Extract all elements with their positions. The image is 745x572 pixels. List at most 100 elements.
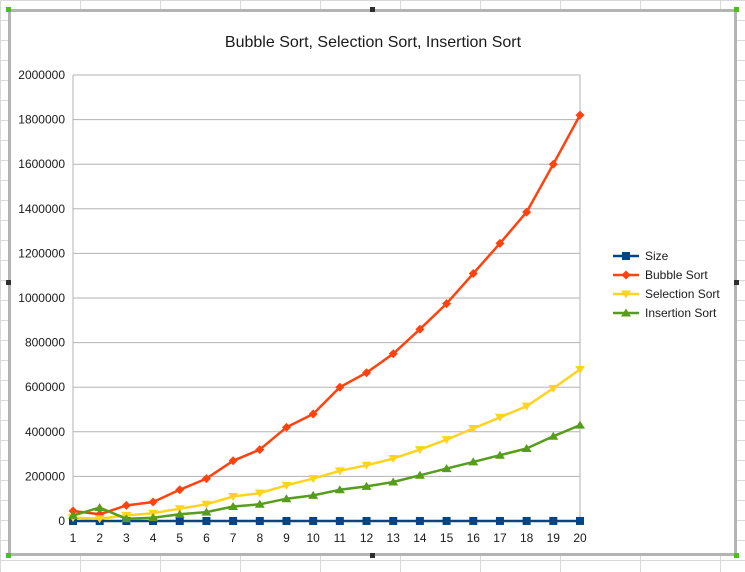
- data-point-size: [549, 516, 558, 525]
- data-point-insertion-sort: [254, 499, 265, 508]
- data-point-bubble-sort: [522, 207, 532, 217]
- x-tick-label: 11: [334, 531, 347, 545]
- data-point-insertion-sort: [441, 464, 452, 473]
- data-point-selection-sort: [575, 365, 585, 374]
- series-lines: [68, 110, 585, 525]
- data-point-bubble-sort: [308, 409, 318, 419]
- axes: 0 200000 400000 600000 800000 1000000 1200000 1…: [18, 68, 587, 545]
- data-point-insertion-sort: [548, 431, 559, 440]
- data-point-selection-sort: [548, 384, 559, 393]
- data-point-bubble-sort: [548, 159, 558, 169]
- x-tick-label: 2: [96, 531, 103, 545]
- data-point-size: [442, 516, 451, 525]
- x-tick-label: 12: [360, 531, 374, 545]
- resize-handle-bottom[interactable]: [370, 553, 375, 558]
- x-tick-label: 1: [70, 531, 77, 545]
- data-point-size: [389, 516, 398, 525]
- data-point-selection-sort: [494, 413, 505, 422]
- data-point-insertion-sort: [494, 450, 505, 459]
- data-point-bubble-sort: [175, 485, 185, 495]
- data-point-selection-sort: [281, 481, 292, 490]
- data-point-size: [309, 516, 318, 525]
- x-tick-label: 16: [467, 531, 481, 545]
- data-point-size: [576, 516, 584, 525]
- resize-handle-top[interactable]: [370, 7, 375, 12]
- data-point-size: [229, 516, 238, 525]
- data-point-insertion-sort: [148, 513, 159, 522]
- data-point-selection-sort: [414, 446, 425, 455]
- data-point-insertion-sort: [94, 503, 105, 512]
- data-point-selection-sort: [334, 467, 345, 476]
- data-point-size: [255, 516, 264, 525]
- x-tick-label: 20: [573, 531, 587, 545]
- data-point-insertion-sort: [121, 514, 132, 523]
- x-tick-label: 17: [493, 531, 507, 545]
- data-point-selection-sort: [254, 489, 265, 498]
- data-point-bubble-sort: [121, 500, 131, 510]
- data-point-size: [202, 516, 211, 525]
- data-point-selection-sort: [94, 515, 105, 524]
- resize-handle-bottom-right[interactable]: [734, 553, 739, 558]
- data-point-insertion-sort: [68, 510, 78, 519]
- data-point-selection-sort: [308, 475, 319, 484]
- data-point-selection-sort: [388, 455, 399, 464]
- data-point-selection-sort: [361, 461, 372, 470]
- legend-label-selection-sort: Selection Sort: [645, 287, 720, 301]
- x-tick-label: 19: [547, 531, 561, 545]
- legend-item-insertion-sort: Insertion Sort: [613, 306, 717, 320]
- x-tick-label: 4: [150, 531, 157, 545]
- data-point-bubble-sort: [575, 110, 585, 120]
- data-point-bubble-sort: [335, 382, 345, 392]
- y-tick-label: 1200000: [18, 246, 65, 260]
- y-tick-label: 1000000: [18, 291, 65, 305]
- series-line-selection-sort: [72, 368, 581, 521]
- data-point-size: [415, 516, 424, 525]
- data-point-selection-sort: [521, 402, 532, 411]
- y-tick-label: 1400000: [18, 202, 65, 216]
- x-tick-label: 10: [306, 531, 320, 545]
- legend-marker-size: [622, 252, 630, 260]
- data-point-insertion-sort: [281, 494, 292, 503]
- data-point-insertion-sort: [308, 490, 319, 499]
- data-point-bubble-sort: [281, 422, 291, 432]
- data-point-bubble-sort: [201, 474, 211, 484]
- data-point-insertion-sort: [201, 507, 212, 516]
- legend: Size Bubble Sort Selection Sort Insertion S…: [613, 249, 720, 320]
- x-tick-label: 18: [520, 531, 534, 545]
- data-point-bubble-sort: [468, 268, 478, 278]
- y-tick-label: 400000: [25, 425, 65, 439]
- legend-marker-insertion-sort: [621, 308, 631, 317]
- x-tick-label: 6: [203, 531, 210, 545]
- resize-handle-bottom-left[interactable]: [6, 553, 11, 558]
- data-point-selection-sort: [468, 424, 479, 433]
- data-point-bubble-sort: [148, 497, 158, 507]
- series-line-bubble-sort: [72, 114, 582, 516]
- data-point-selection-sort: [174, 505, 185, 514]
- data-point-insertion-sort: [361, 481, 372, 490]
- legend-item-bubble-sort: Bubble Sort: [613, 268, 708, 282]
- legend-item-selection-sort: Selection Sort: [613, 287, 720, 301]
- data-point-bubble-sort: [442, 299, 452, 309]
- data-point-bubble-sort: [495, 238, 505, 248]
- x-tick-label: 9: [283, 531, 290, 545]
- data-point-insertion-sort: [334, 485, 345, 494]
- x-tick-label: 15: [440, 531, 454, 545]
- resize-handle-top-left[interactable]: [6, 7, 11, 12]
- data-point-insertion-sort: [575, 420, 585, 429]
- y-tick-label: 200000: [25, 469, 65, 483]
- data-point-insertion-sort: [228, 502, 239, 511]
- resize-handle-top-right[interactable]: [734, 7, 739, 12]
- data-point-insertion-sort: [468, 457, 479, 466]
- series-line-insertion-sort: [72, 423, 581, 521]
- legend-marker-selection-sort: [621, 290, 631, 299]
- chart-title: Bubble Sort, Selection Sort, Insertion S…: [225, 34, 522, 51]
- x-tick-label: 3: [123, 531, 130, 545]
- legend-item-size: Size: [613, 249, 669, 263]
- y-tick-label: 1600000: [18, 157, 65, 171]
- resize-handle-right[interactable]: [734, 280, 739, 285]
- resize-handle-left[interactable]: [6, 280, 11, 285]
- data-point-bubble-sort: [388, 349, 398, 359]
- data-point-size: [362, 516, 371, 525]
- data-point-bubble-sort: [228, 456, 238, 466]
